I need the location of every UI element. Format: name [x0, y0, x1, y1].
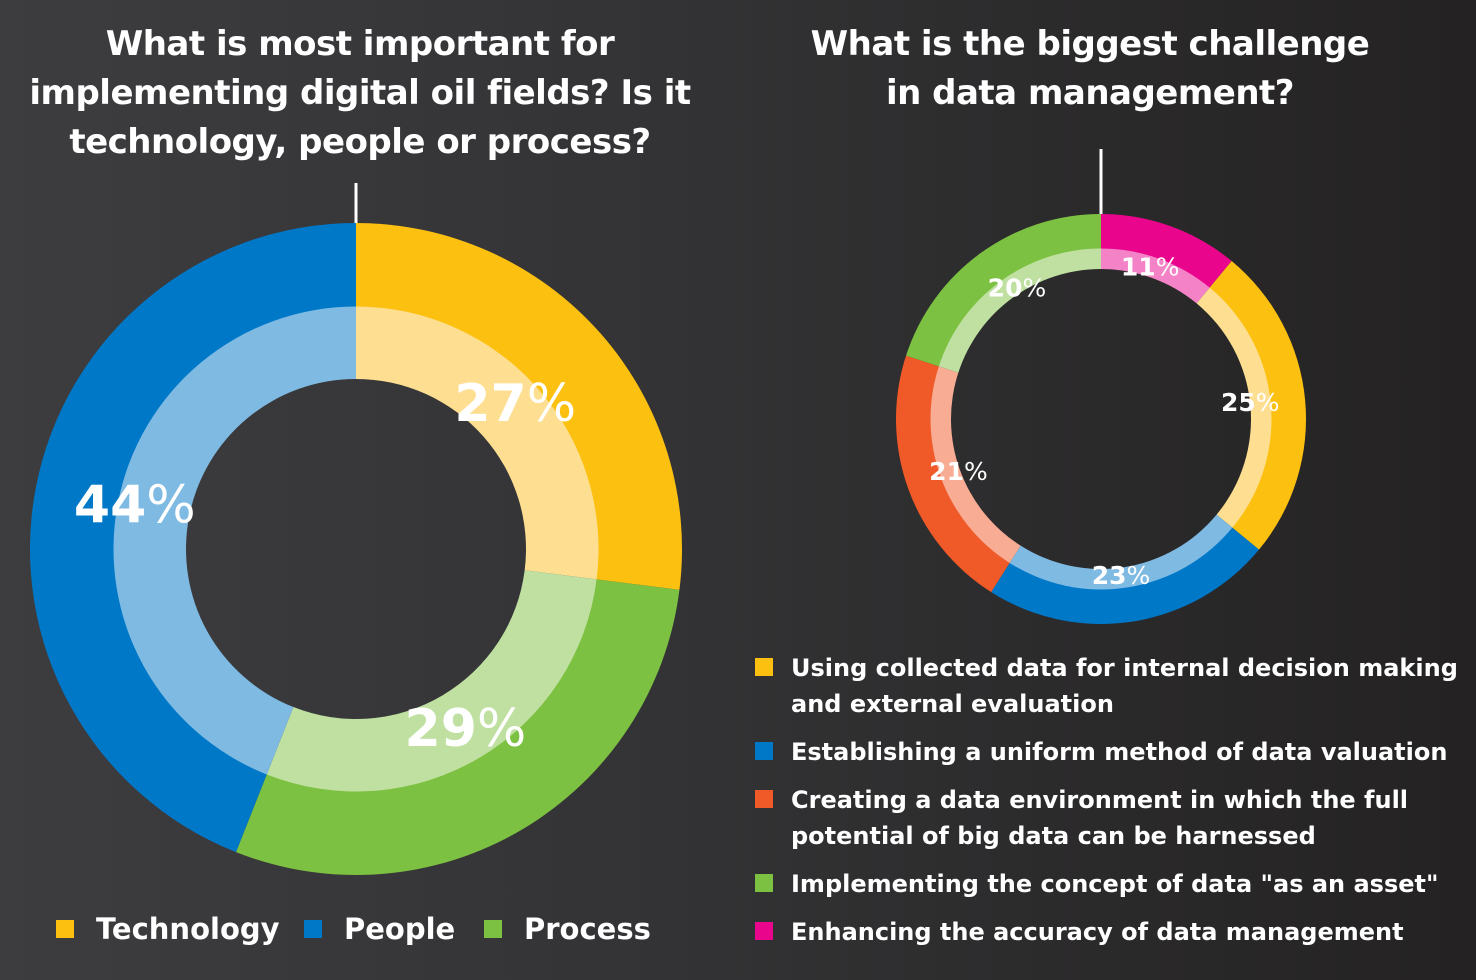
legend-swatch: [484, 920, 502, 938]
chart2-title-line: in data management?: [885, 73, 1295, 113]
donut-slice-enhancing-the-accuracy-of-data-managemen: [1101, 214, 1232, 289]
donut-chart-data-management: 11% 25% 23% 21% 20%: [896, 149, 1306, 624]
legend-label: Implementing the concept of data "as an …: [791, 866, 1471, 902]
legend-item-process: Process: [484, 912, 651, 946]
chart1-title: What is most important for implementing …: [20, 20, 700, 167]
legend-label-line: Using collected data for internal decisi…: [791, 654, 1458, 682]
legend-label-line: potential of big data can be harnessed: [791, 822, 1316, 850]
legend-label-line: Enhancing the accuracy of data managemen…: [791, 918, 1404, 946]
legend-label: Establishing a uniform method of data va…: [791, 734, 1471, 770]
slice-label-creating-a-data-environment-in-which-the: 21%: [929, 457, 988, 486]
donut-slice-inner-establishing-a-uniform-method-of-data-va: [1009, 514, 1233, 590]
legend-item-people: People: [304, 912, 455, 946]
donut-slice-establishing-a-uniform-method-of-data-va: [991, 527, 1259, 624]
slice-label-enhancing-the-accuracy-of-data-managemen: 11%: [1121, 252, 1180, 281]
legend-item-technology: Technology: [56, 912, 280, 946]
donut-slice-using-collected-data-for-internal-decisi: [1209, 261, 1306, 550]
donut-slice-inner-using-collected-data-for-internal-decisi: [1196, 287, 1272, 528]
donut-slice-inner-enhancing-the-accuracy-of-data-managemen: [1101, 248, 1210, 304]
donut-slice-inner-people: [113, 306, 357, 775]
legend-swatch: [755, 874, 773, 892]
chart2-title-line: What is the biggest challenge: [810, 24, 1370, 64]
legend-label-line: and external evaluation: [791, 690, 1114, 718]
slice-label-technology: 27%: [454, 374, 576, 434]
donut-slice-technology: [356, 223, 682, 590]
legend-label: Using collected data for internal decisi…: [791, 650, 1471, 722]
slice-label-people: 44%: [74, 476, 196, 536]
chart1-title-line: technology, people or process?: [69, 122, 651, 162]
slice-label-establishing-a-uniform-method-of-data-va: 23%: [1092, 561, 1151, 590]
legend-swatch: [56, 920, 74, 938]
legend-label-line: Establishing a uniform method of data va…: [791, 738, 1448, 766]
legend-label-line: Creating a data environment in which the…: [791, 786, 1409, 814]
legend-label: Process: [524, 912, 651, 946]
donut-slice-people: [30, 223, 357, 853]
legend-label: Enhancing the accuracy of data managemen…: [791, 914, 1471, 950]
chart1-title-line: implementing digital oil fields? Is it: [29, 73, 691, 113]
donut-slice-process: [235, 579, 680, 875]
legend-label: People: [344, 912, 456, 946]
slice-label-using-collected-data-for-internal-decisi: 25%: [1221, 388, 1280, 417]
donut-chart-oil-fields: 27% 29% 44%: [30, 183, 682, 875]
legend-swatch: [755, 658, 773, 676]
legend-label: Creating a data environment in which the…: [791, 782, 1471, 854]
legend-swatch: [755, 790, 773, 808]
legend-label: Technology: [96, 912, 280, 946]
donut-slice-implementing-the-concept-of-data-as-an-a: [906, 214, 1101, 367]
legend-swatch: [304, 920, 322, 938]
chart1-title-line: What is most important for: [105, 24, 615, 64]
donut-slice-inner-creating-a-data-environment-in-which-the: [930, 366, 1021, 563]
slice-label-implementing-the-concept-of-data-as-an-a: 20%: [988, 274, 1047, 303]
legend-swatch: [755, 922, 773, 940]
donut-slice-inner-process: [266, 570, 597, 792]
donut-slice-inner-technology: [356, 306, 599, 580]
chart2-title: What is the biggest challenge in data ma…: [790, 20, 1390, 118]
legend-swatch: [755, 742, 773, 760]
donut-slice-creating-a-data-environment-in-which-the: [896, 355, 1010, 593]
legend-label-line: Implementing the concept of data "as an …: [791, 870, 1439, 898]
slice-label-process: 29%: [405, 699, 527, 759]
donut-slice-inner-implementing-the-concept-of-data-as-an-a: [938, 248, 1101, 373]
